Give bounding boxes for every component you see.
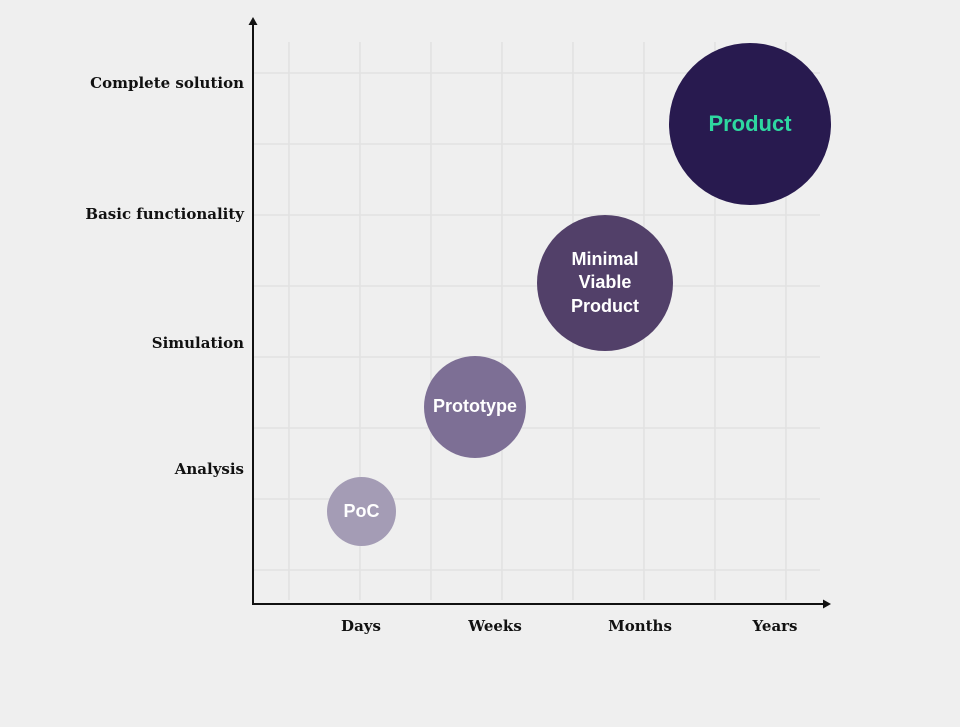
- x-label-weeks: Weeks: [468, 617, 522, 635]
- y-label-analysis: Analysis: [174, 460, 244, 478]
- prototype-label: Prototype: [432, 396, 517, 417]
- x-axis-arrow: [823, 599, 831, 609]
- poc-label: PoC: [343, 500, 380, 521]
- y-label-basic-functionality: Basic functionality: [85, 205, 244, 223]
- x-label-months: Months: [608, 617, 672, 635]
- product-bubble: Product: [669, 43, 831, 205]
- y-label-simulation: Simulation: [151, 334, 244, 352]
- mvp-label-line-2: Viable: [578, 272, 632, 293]
- product-label: Product: [708, 110, 792, 136]
- mvp-label: Minimal Viable Product: [571, 248, 639, 318]
- x-label-days: Days: [341, 617, 381, 635]
- prototype-bubble: Prototype: [424, 356, 526, 458]
- y-label-complete-solution: Complete solution: [90, 74, 244, 92]
- mvp-bubble: Minimal Viable Product: [537, 215, 673, 351]
- x-label-years: Years: [752, 617, 798, 635]
- mvp-label-line-3: Product: [570, 295, 639, 316]
- y-axis-arrow: [248, 17, 258, 25]
- mvp-label-line-1: Minimal: [571, 248, 639, 269]
- poc-bubble: PoC: [327, 477, 396, 546]
